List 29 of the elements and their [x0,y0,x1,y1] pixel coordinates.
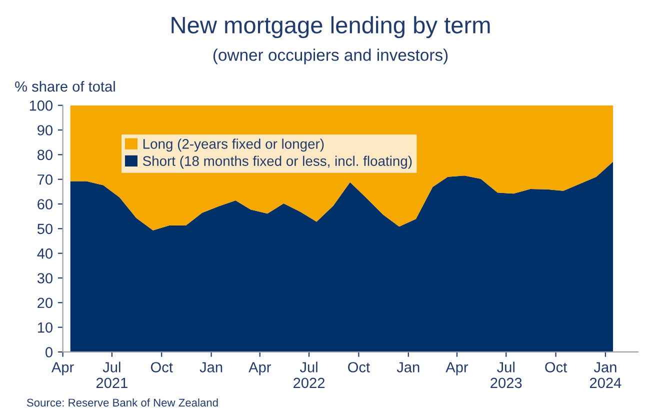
legend-label: Long (2-years fixed or longer) [143,138,324,152]
x-tick-label: Jan [200,362,222,372]
x-tick-label: Apr [446,362,468,376]
x-tick-label: Oct [150,362,173,372]
x-tick-label: Jul 2023 [490,362,522,388]
y-axis-title: % share of total [15,80,115,92]
y-tick-label: 40 [37,248,53,259]
x-tick-label: Apr [51,362,74,376]
y-tick-label: 80 [37,150,53,160]
source-note: Source: Reserve Bank of New Zealand [26,398,218,407]
chart-subtitle: (owner occupiers and investors) [213,48,448,64]
x-tick-label: Oct [545,362,568,372]
x-tick-label: Jan 2024 [590,362,622,388]
legend-label: Short (18 months fixed or less, incl. floating) [142,156,412,169]
y-tick-label: 90 [38,125,53,136]
y-tick-label: 60 [38,199,53,210]
y-tick-label: 50 [37,224,53,234]
y-tick-label: 70 [38,174,53,185]
x-tick-label: Apr [248,362,271,376]
x-tick-label: Jan [396,362,420,372]
y-tick-label: 30 [37,273,53,284]
y-tick-label: 100 [30,100,53,111]
x-tick-label: Oct [348,362,370,372]
x-tick-label: Jul 2021 [96,362,128,388]
x-tick-label: Jul 2022 [294,362,325,388]
y-tick-label: 10 [38,322,53,333]
y-tick-label: 0 [46,347,53,358]
y-tick-label: 20 [38,298,53,308]
chart-title: New mortgage lending by term [172,16,490,38]
